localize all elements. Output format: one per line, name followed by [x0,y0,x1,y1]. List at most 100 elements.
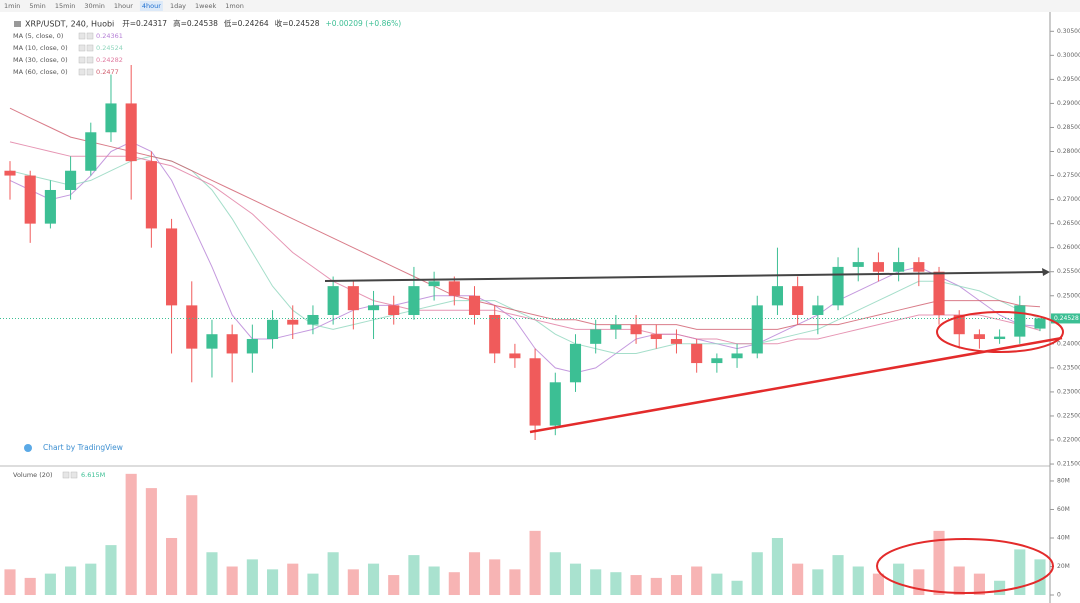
y-tick-label: 0.25000 [1057,292,1080,299]
resistance-line [324,271,1045,282]
volume-bar [287,563,299,596]
candle-body [872,262,884,272]
interval-button[interactable]: 1mon [225,2,244,10]
interval-button[interactable]: 1min [4,2,20,10]
candle-body [731,353,743,359]
volume-bar [125,473,137,596]
legend-btn [86,68,94,76]
last-price-label: 0.24528 [1054,315,1079,322]
candle-body [489,314,501,354]
legend-btn [86,44,94,52]
y-tick-label: 0.26500 [1057,220,1080,227]
ma-value: 0.24282 [96,56,123,64]
credit: Chart by TradingView [24,443,123,452]
volume-bar [771,537,784,596]
candle-body [771,286,784,306]
candle-body [186,305,198,349]
candle-body [994,336,1006,340]
ma-line [9,107,1041,330]
ohlc-value: 低=0.24264 [224,18,269,28]
volume-bar [691,566,703,596]
volume-bar [893,563,905,596]
volume-bar [590,569,602,596]
credit-text: Chart by TradingView [43,443,123,452]
candle-body [448,281,460,296]
volume-bar [489,559,501,596]
y-tick-label: 40M [1057,534,1070,541]
y-tick-label: 0.23000 [1057,388,1080,395]
legend-btn [78,44,86,52]
interval-button[interactable]: 5min [29,2,45,10]
volume-ellipse [876,538,1054,594]
volume-bar [630,575,642,596]
volume-bar [852,566,864,596]
volume-bar [347,569,359,596]
candle-body [832,266,844,306]
ma-line [9,141,1041,345]
candle-body [973,334,985,340]
legend-btn [78,32,86,40]
candle-body [913,262,925,272]
candle-body [4,170,16,176]
candle-body [408,286,420,315]
candle-body [529,358,541,426]
volume-bar [448,572,460,596]
volume-bar [85,563,97,596]
interval-button[interactable]: 4hour [142,2,161,10]
interval-button[interactable]: 15min [55,2,76,10]
candle-body [166,228,178,306]
y-tick-label: 0.29500 [1057,76,1080,83]
volume-bar [468,552,481,596]
volume-bar [307,573,319,596]
candle-body [388,305,400,315]
interval-button[interactable]: 30min [84,2,105,10]
candle-body [590,329,602,344]
volume-bar [529,530,541,596]
ohlc-value: 收=0.24528 [275,18,320,28]
ma-name: MA (30, close, 0) [13,56,68,64]
candle-body [266,319,279,340]
y-tick-label: 20M [1057,563,1070,570]
candle-body [852,262,864,267]
volume-bar [226,566,238,596]
volume-bar [206,552,218,596]
volume-bar [872,573,884,596]
volume-title: Volume (20) [13,471,53,479]
candle-body [711,358,723,364]
interval-button[interactable]: 1week [195,2,216,10]
ma-value: 0.2477 [96,68,119,76]
interval-button[interactable]: 1day [170,2,186,10]
candle-body [1014,305,1026,337]
y-tick-label: 0.26000 [1057,244,1080,251]
volume-bar [994,580,1006,596]
candle-body [630,324,642,335]
candle-body [125,103,137,162]
drawings [324,268,1064,594]
ma-value: 0.24524 [96,44,123,52]
ohlc-value: 开=0.24317 [122,19,167,28]
ma-name: MA (10, close, 0) [13,44,68,52]
volume-bar [731,580,743,596]
candle-body [691,343,703,364]
volume-bar [832,555,844,596]
active-interval [139,1,163,11]
y-tick-label: 0.23500 [1057,364,1080,371]
y-tick-label: 0.22000 [1057,436,1080,443]
y-tick-label: 0.28500 [1057,124,1080,131]
candle-body [468,295,481,315]
volume-value: 6.615M [81,471,105,479]
y-tick-label: 80M [1057,477,1070,484]
candle-body [670,339,683,344]
candle-body [246,339,258,354]
volume-bar [367,563,380,596]
candle-body [85,132,97,171]
candle-body [287,319,299,325]
y-tick-label: 0.29000 [1057,100,1080,107]
candle-body [650,334,662,340]
volume-bar [428,566,440,596]
interval-button[interactable]: 1hour [114,2,133,10]
candle-body [24,175,36,224]
candle-body [307,314,319,325]
y-tick-label: 60M [1057,506,1070,513]
legend-btn [62,471,70,479]
